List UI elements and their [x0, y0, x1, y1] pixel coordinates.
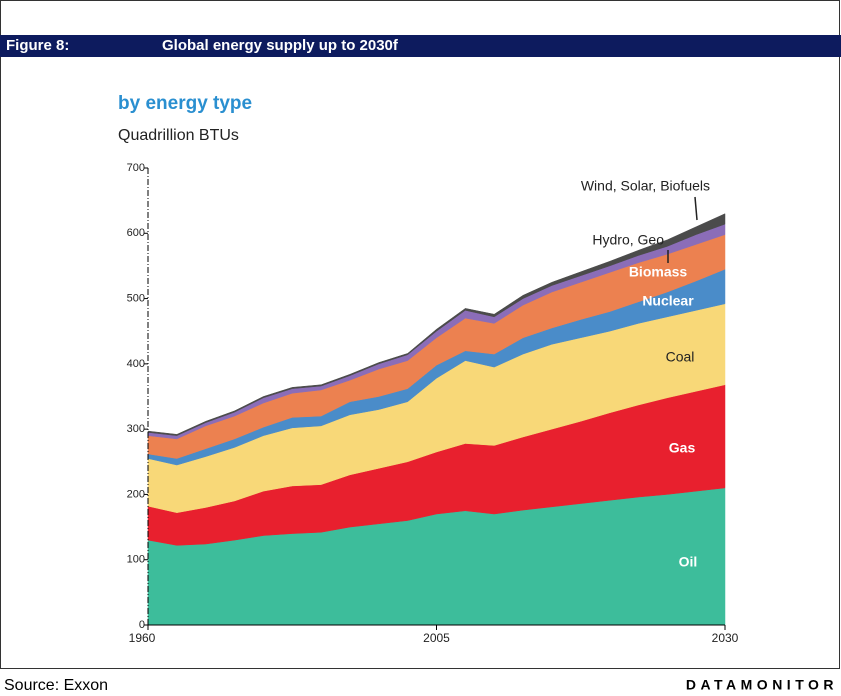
area — [147, 213, 726, 436]
source: Source: Exxon — [4, 677, 108, 694]
y-tick-label: 200 — [127, 488, 145, 500]
subtitle: by energy type — [118, 93, 252, 114]
series-label: Hydro, Geo — [592, 232, 664, 248]
y-tick-label: 400 — [127, 358, 145, 370]
chart-title: Global energy supply up to 2030f — [162, 37, 399, 54]
leader-line — [694, 196, 698, 221]
y-axis-label: Quadrillion BTUs — [118, 127, 239, 144]
y-tick-label: 600 — [127, 227, 145, 239]
series-label: Gas — [669, 440, 696, 456]
series-label: Nuclear — [642, 293, 694, 309]
figure-label: Figure 8: — [6, 37, 69, 54]
x-tick-label: 2030 — [712, 631, 739, 645]
x-tick-label: 2005 — [423, 631, 450, 645]
series-label: Oil — [679, 554, 698, 570]
brand: DATAMONITOR — [686, 677, 838, 693]
series-label: Wind, Solar, Biofuels — [581, 178, 710, 194]
y-tick-label: 0 — [139, 619, 145, 631]
y-tick-label: 300 — [127, 423, 145, 435]
y-tick-label: 700 — [127, 162, 145, 174]
y-tick-label: 500 — [127, 292, 145, 304]
header-bar — [0, 35, 841, 57]
y-tick-label: 100 — [127, 554, 145, 566]
x-tick-label: 1960 — [129, 631, 156, 645]
frame — [0, 0, 840, 669]
series-label: Coal — [666, 349, 695, 365]
series-label: Biomass — [629, 264, 688, 280]
